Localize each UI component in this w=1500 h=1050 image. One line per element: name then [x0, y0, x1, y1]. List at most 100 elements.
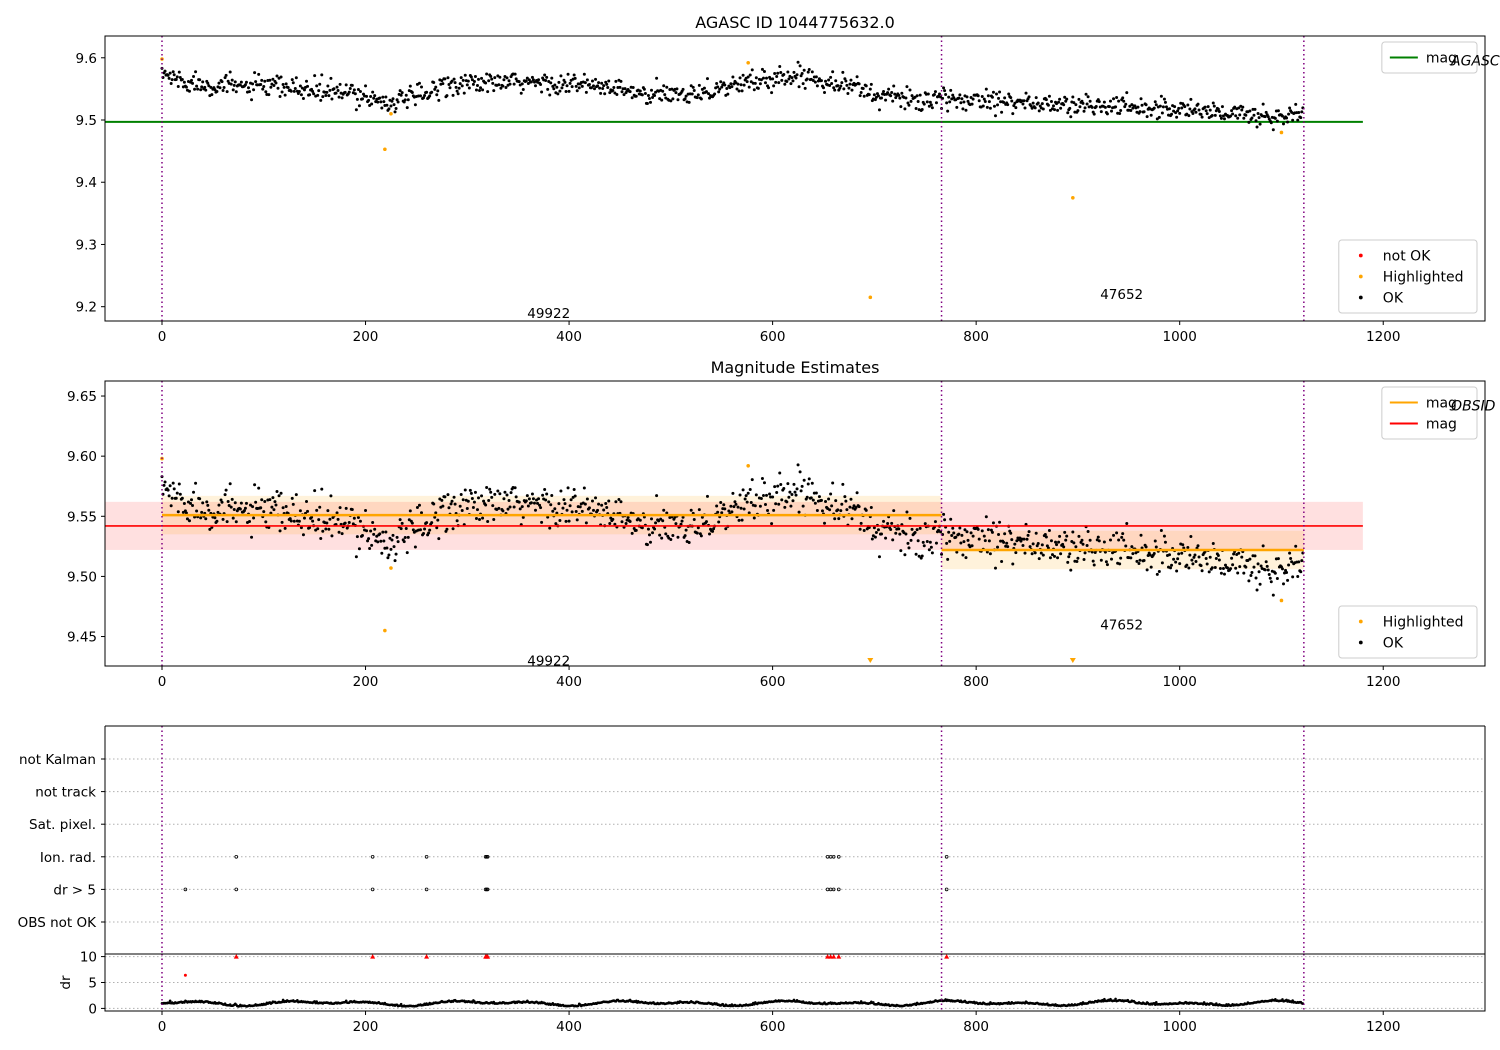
ok-point [289, 89, 293, 93]
ok-point [983, 99, 987, 103]
ok-point [484, 503, 488, 507]
ok-point [1299, 570, 1303, 574]
legend-dot-swatch [1358, 253, 1363, 258]
ok-point [1115, 531, 1119, 535]
ok-point [203, 85, 207, 89]
ok-point [450, 499, 454, 503]
ok-point [763, 81, 767, 85]
off-axis-marker [867, 658, 874, 663]
ok-point [518, 507, 522, 511]
ok-point [1009, 531, 1013, 535]
ok-point [293, 86, 297, 90]
ok-point [585, 497, 589, 501]
ok-point [676, 98, 680, 102]
ok-point [1178, 111, 1182, 115]
ok-point [553, 507, 557, 511]
ok-point [222, 85, 226, 89]
ok-point [274, 503, 278, 507]
ok-point [184, 511, 188, 515]
ok-point [368, 546, 372, 550]
ok-point [642, 87, 646, 91]
ok-point [1231, 563, 1235, 567]
ok-point [1280, 114, 1284, 118]
ok-point [928, 100, 932, 104]
ok-point [807, 477, 811, 481]
ok-point [1117, 99, 1121, 103]
ok-point [1247, 579, 1251, 583]
ok-point [487, 498, 491, 502]
ok-point [332, 87, 336, 91]
ok-point [398, 89, 402, 93]
ok-point [479, 86, 483, 90]
ok-point [574, 84, 578, 88]
ok-point [1040, 543, 1044, 547]
ok-point [859, 521, 863, 525]
ok-point [746, 75, 750, 79]
ok-point [773, 72, 777, 76]
ok-point [373, 527, 377, 531]
y-tick-label: 9.3 [76, 237, 97, 253]
ok-point [330, 97, 334, 101]
ok-point [827, 78, 831, 82]
ok-point [1097, 539, 1101, 543]
ok-point [468, 488, 472, 492]
ok-point [1234, 566, 1238, 570]
ok-point [486, 90, 490, 94]
ok-point [1000, 110, 1004, 114]
ok-point [390, 538, 394, 542]
ok-point [1011, 112, 1015, 116]
ok-point [832, 86, 836, 90]
ok-point [951, 93, 955, 97]
ok-point [530, 492, 534, 496]
ok-point [453, 81, 457, 85]
ok-point [1180, 551, 1184, 555]
ok-point [1220, 105, 1224, 109]
ok-point [740, 89, 744, 93]
ok-point [960, 97, 964, 101]
ok-point [1281, 122, 1285, 126]
ok-point [1188, 553, 1192, 557]
highlighted-point [389, 111, 393, 116]
ok-point [1240, 555, 1244, 559]
ok-point [857, 82, 861, 86]
ok-point [223, 493, 227, 497]
ok-point [1213, 566, 1217, 570]
ok-point [894, 531, 898, 535]
dr-point [167, 1001, 171, 1005]
ok-point [492, 518, 496, 522]
ok-point [833, 517, 837, 521]
ok-point [903, 107, 907, 111]
ok-point [836, 84, 840, 88]
ok-point [859, 91, 863, 95]
ok-point [778, 471, 782, 475]
ok-point [738, 493, 742, 497]
ok-point [1036, 101, 1040, 105]
ok-point [1232, 552, 1236, 556]
ok-point [834, 79, 838, 83]
ok-point [874, 531, 878, 535]
ok-point [892, 84, 896, 88]
dr-clipped-marker [831, 954, 837, 959]
ok-point [437, 537, 441, 541]
ok-point [305, 500, 309, 504]
ok-point [1002, 540, 1006, 544]
ok-point [519, 91, 523, 95]
ok-point [1154, 545, 1158, 549]
ok-point [343, 90, 347, 94]
ok-point [381, 95, 385, 99]
ok-point [683, 534, 687, 538]
ok-point [1099, 558, 1103, 562]
flag-point [183, 887, 188, 892]
ok-point [475, 83, 479, 87]
ok-point [469, 491, 473, 495]
ok-point [200, 510, 204, 514]
ok-point [172, 73, 176, 77]
ok-point [292, 89, 296, 93]
ok-point [810, 70, 814, 74]
ok-point [987, 100, 991, 104]
ok-point [1159, 94, 1163, 98]
ok-point [204, 88, 208, 92]
ok-point [490, 495, 494, 499]
